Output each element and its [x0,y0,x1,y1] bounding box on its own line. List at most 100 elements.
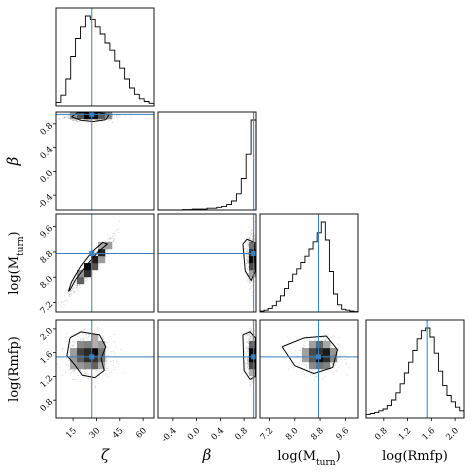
sample-point [248,238,250,240]
sample-point [306,335,308,337]
y-tick-label: -0.4 [37,192,56,211]
sample-point [248,333,250,335]
x-tick-label: -0.4 [160,426,179,445]
sample-point [330,343,332,345]
density-bin [84,341,92,349]
sample-point [75,281,77,283]
sample-point [248,244,250,246]
sample-point [251,291,253,293]
sample-point [77,286,79,288]
sample-point [249,336,251,338]
sample-point [247,348,249,350]
sample-point [320,336,322,339]
sample-point [96,254,98,256]
sample-point [72,344,74,347]
sample-point [315,373,317,375]
sample-point [94,251,96,253]
sample-point [248,226,250,228]
sample-point [72,345,74,347]
sample-point [105,373,107,375]
truth-marker [89,354,95,360]
sample-point [251,230,253,232]
sample-point [76,120,79,122]
density-bin [249,369,256,377]
x-tick-label: 45 [111,426,126,441]
density-bin [84,112,92,120]
sample-point [250,385,252,387]
density-bin [309,348,317,356]
sample-point [58,304,60,306]
sample-point [323,337,325,339]
sample-point [307,371,309,373]
sample-point [77,290,79,292]
sample-point [251,381,254,383]
sample-point [314,340,316,342]
sample-point [248,237,250,239]
sample-point [253,239,255,241]
sample-point [68,354,70,356]
sample-point [105,360,107,362]
sample-point [340,358,342,361]
sample-point [247,342,249,345]
sample-point [254,235,256,237]
sample-point [321,371,323,373]
sample-point [88,259,90,261]
sample-point [63,300,65,302]
sample-point [337,352,339,354]
sample-point [249,339,251,341]
sample-point [249,238,251,240]
sample-point [297,351,299,353]
x-tick-label: 7.2 [259,426,276,443]
sample-point [247,349,249,351]
sample-point [62,349,64,351]
sample-point [248,278,250,280]
sample-point [104,370,106,372]
histogram-zeta [55,7,155,107]
sample-point [64,117,66,119]
sample-point [106,362,108,364]
sample-point [73,119,75,121]
sample-point [109,237,111,239]
sample-point [83,376,85,378]
sample-point [247,361,249,363]
sample-point [78,291,80,293]
sample-point [107,375,109,377]
sample-point [79,340,81,342]
sample-point [116,117,118,119]
sample-point [304,343,306,345]
sample-point [303,373,306,375]
sample-point [331,336,333,338]
sample-point [249,338,251,340]
sample-point [248,256,250,258]
sample-point [113,240,115,242]
sample-point [334,365,336,367]
sample-point [252,376,254,378]
sample-point [302,363,304,365]
sample-point [83,338,85,340]
y-tick-label: 0.0 [39,169,56,186]
density-bin [77,355,85,363]
density-bin [302,348,310,356]
sample-point [250,233,252,235]
density-bin [98,362,106,370]
sample-point [78,288,80,290]
density-bin [77,112,85,120]
sample-point [247,261,249,263]
sample-point [89,262,91,264]
x-tick-label: 60 [134,426,149,441]
sample-point [78,120,80,122]
sample-point [96,327,99,329]
sample-point [66,116,68,118]
sample-point [74,119,76,121]
sample-point [69,293,71,295]
sample-point [106,250,108,252]
sample-point [76,121,78,123]
panel-content [158,214,256,312]
sample-point [95,371,97,373]
sample-point [331,362,333,364]
sample-point [69,290,71,292]
sample-point [70,345,72,347]
sample-point [247,266,249,268]
density-bin [249,270,256,278]
sample-point [254,234,256,236]
